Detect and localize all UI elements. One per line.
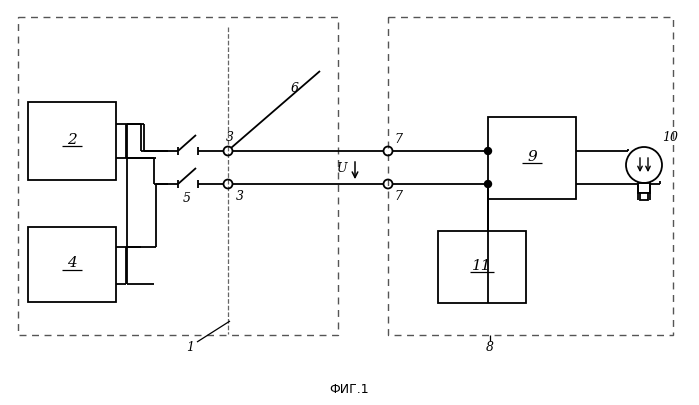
Text: 8: 8 (486, 341, 494, 354)
Bar (28, 103, 116, 181)
Text: 10: 10 (662, 131, 678, 144)
Text: 11: 11 (473, 258, 492, 272)
Bar (18, 18, 338, 335)
Text: 9: 9 (527, 149, 537, 164)
Text: ФИГ.1: ФИГ.1 (329, 383, 369, 396)
Circle shape (484, 148, 491, 155)
Circle shape (484, 181, 491, 188)
Text: 3: 3 (236, 190, 244, 203)
Text: 2: 2 (67, 133, 77, 147)
Text: 6: 6 (291, 81, 299, 94)
Text: 5: 5 (183, 192, 191, 205)
Bar (638, 183, 650, 194)
Bar (640, 194, 648, 200)
Text: 7: 7 (394, 190, 402, 203)
Bar (488, 118, 576, 200)
Bar (388, 18, 673, 335)
Text: 3: 3 (226, 131, 234, 144)
Text: 1: 1 (186, 341, 194, 354)
Text: 7: 7 (394, 133, 402, 146)
Text: 4: 4 (67, 256, 77, 270)
Bar (438, 231, 526, 303)
Bar (28, 228, 116, 302)
Text: U: U (336, 162, 347, 175)
